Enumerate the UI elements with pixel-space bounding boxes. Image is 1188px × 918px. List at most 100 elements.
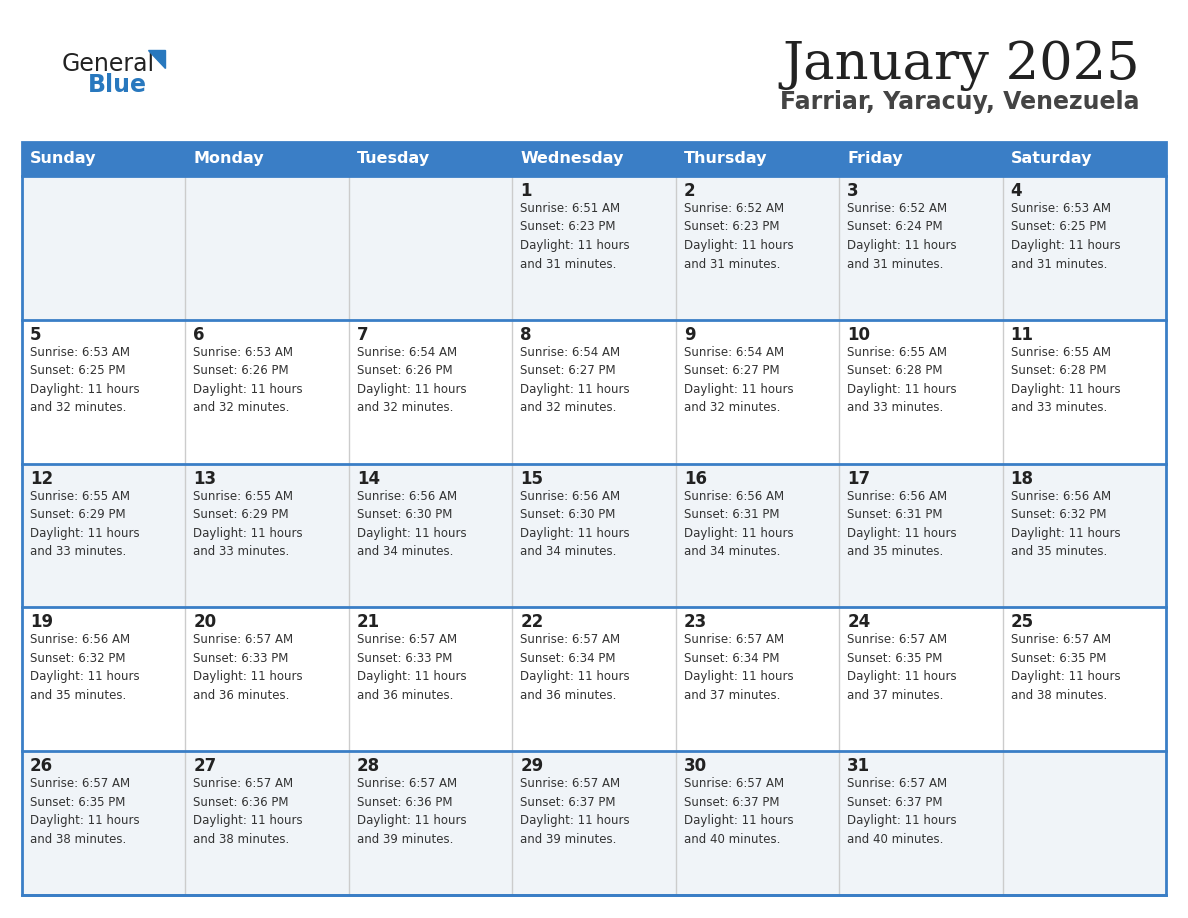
Text: Friday: Friday [847, 151, 903, 166]
Text: 16: 16 [684, 470, 707, 487]
Text: and 40 minutes.: and 40 minutes. [684, 833, 781, 845]
Text: and 37 minutes.: and 37 minutes. [847, 688, 943, 702]
Text: Sunrise: 6:57 AM: Sunrise: 6:57 AM [520, 633, 620, 646]
Text: and 37 minutes.: and 37 minutes. [684, 688, 781, 702]
Text: 9: 9 [684, 326, 695, 344]
Text: Farriar, Yaracuy, Venezuela: Farriar, Yaracuy, Venezuela [781, 90, 1140, 114]
Text: Blue: Blue [88, 73, 147, 97]
Text: 2: 2 [684, 182, 695, 200]
Text: and 33 minutes.: and 33 minutes. [1011, 401, 1107, 414]
Text: Sunrise: 6:57 AM: Sunrise: 6:57 AM [684, 778, 784, 790]
Text: and 33 minutes.: and 33 minutes. [194, 545, 290, 558]
Text: General: General [62, 52, 156, 76]
Text: Daylight: 11 hours: Daylight: 11 hours [847, 814, 956, 827]
Text: and 38 minutes.: and 38 minutes. [1011, 688, 1107, 702]
Text: and 36 minutes.: and 36 minutes. [356, 688, 454, 702]
Text: Sunset: 6:36 PM: Sunset: 6:36 PM [356, 796, 453, 809]
Text: Daylight: 11 hours: Daylight: 11 hours [684, 239, 794, 252]
Text: Sunrise: 6:52 AM: Sunrise: 6:52 AM [847, 202, 947, 215]
Text: 15: 15 [520, 470, 543, 487]
Text: Sunset: 6:23 PM: Sunset: 6:23 PM [520, 220, 615, 233]
Text: Sunrise: 6:56 AM: Sunrise: 6:56 AM [847, 489, 947, 502]
Text: and 33 minutes.: and 33 minutes. [847, 401, 943, 414]
Text: and 32 minutes.: and 32 minutes. [194, 401, 290, 414]
Text: Sunset: 6:27 PM: Sunset: 6:27 PM [684, 364, 779, 377]
Text: Sunrise: 6:57 AM: Sunrise: 6:57 AM [1011, 633, 1111, 646]
Text: Daylight: 11 hours: Daylight: 11 hours [847, 670, 956, 683]
Text: and 34 minutes.: and 34 minutes. [520, 545, 617, 558]
Text: Daylight: 11 hours: Daylight: 11 hours [520, 814, 630, 827]
Text: Sunset: 6:28 PM: Sunset: 6:28 PM [1011, 364, 1106, 377]
Text: Sunrise: 6:56 AM: Sunrise: 6:56 AM [356, 489, 457, 502]
Text: Daylight: 11 hours: Daylight: 11 hours [1011, 527, 1120, 540]
Text: Sunrise: 6:57 AM: Sunrise: 6:57 AM [356, 778, 457, 790]
Text: Sunrise: 6:55 AM: Sunrise: 6:55 AM [30, 489, 129, 502]
Text: Daylight: 11 hours: Daylight: 11 hours [356, 814, 467, 827]
Text: Daylight: 11 hours: Daylight: 11 hours [356, 670, 467, 683]
Text: Sunset: 6:36 PM: Sunset: 6:36 PM [194, 796, 289, 809]
Text: Sunday: Sunday [30, 151, 96, 166]
Text: Daylight: 11 hours: Daylight: 11 hours [520, 239, 630, 252]
Text: 23: 23 [684, 613, 707, 632]
Text: Sunrise: 6:56 AM: Sunrise: 6:56 AM [1011, 489, 1111, 502]
Text: Sunrise: 6:57 AM: Sunrise: 6:57 AM [847, 633, 947, 646]
Text: 28: 28 [356, 757, 380, 775]
Text: and 34 minutes.: and 34 minutes. [356, 545, 454, 558]
Text: Daylight: 11 hours: Daylight: 11 hours [30, 383, 140, 396]
Text: Sunset: 6:34 PM: Sunset: 6:34 PM [520, 652, 615, 665]
Text: Sunset: 6:26 PM: Sunset: 6:26 PM [194, 364, 289, 377]
Text: and 36 minutes.: and 36 minutes. [520, 688, 617, 702]
Text: 19: 19 [30, 613, 53, 632]
Text: Sunset: 6:25 PM: Sunset: 6:25 PM [1011, 220, 1106, 233]
Text: Sunrise: 6:57 AM: Sunrise: 6:57 AM [356, 633, 457, 646]
Text: Sunset: 6:26 PM: Sunset: 6:26 PM [356, 364, 453, 377]
Text: 27: 27 [194, 757, 216, 775]
Text: 24: 24 [847, 613, 871, 632]
Text: Daylight: 11 hours: Daylight: 11 hours [194, 814, 303, 827]
Text: Sunset: 6:32 PM: Sunset: 6:32 PM [1011, 508, 1106, 521]
Bar [23, 142, 1165, 176]
Text: Daylight: 11 hours: Daylight: 11 hours [356, 527, 467, 540]
Text: Sunset: 6:25 PM: Sunset: 6:25 PM [30, 364, 126, 377]
Text: Sunrise: 6:55 AM: Sunrise: 6:55 AM [1011, 346, 1111, 359]
Text: Sunset: 6:30 PM: Sunset: 6:30 PM [356, 508, 453, 521]
Text: Daylight: 11 hours: Daylight: 11 hours [1011, 239, 1120, 252]
Text: and 31 minutes.: and 31 minutes. [520, 258, 617, 271]
Text: and 33 minutes.: and 33 minutes. [30, 545, 126, 558]
Text: Sunrise: 6:53 AM: Sunrise: 6:53 AM [30, 346, 129, 359]
Text: Sunset: 6:27 PM: Sunset: 6:27 PM [520, 364, 615, 377]
Text: 25: 25 [1011, 613, 1034, 632]
Text: and 39 minutes.: and 39 minutes. [520, 833, 617, 845]
Text: 26: 26 [30, 757, 53, 775]
Bar [23, 319, 1165, 464]
Text: 11: 11 [1011, 326, 1034, 344]
Text: Sunrise: 6:57 AM: Sunrise: 6:57 AM [194, 778, 293, 790]
Text: and 32 minutes.: and 32 minutes. [684, 401, 781, 414]
Text: Daylight: 11 hours: Daylight: 11 hours [194, 670, 303, 683]
Text: 31: 31 [847, 757, 871, 775]
Text: Sunset: 6:31 PM: Sunset: 6:31 PM [847, 508, 942, 521]
Text: and 32 minutes.: and 32 minutes. [520, 401, 617, 414]
Text: Daylight: 11 hours: Daylight: 11 hours [847, 239, 956, 252]
Text: and 40 minutes.: and 40 minutes. [847, 833, 943, 845]
Text: Daylight: 11 hours: Daylight: 11 hours [194, 383, 303, 396]
Text: Daylight: 11 hours: Daylight: 11 hours [847, 383, 956, 396]
Text: Sunset: 6:33 PM: Sunset: 6:33 PM [194, 652, 289, 665]
Text: Daylight: 11 hours: Daylight: 11 hours [684, 383, 794, 396]
Text: Sunrise: 6:57 AM: Sunrise: 6:57 AM [30, 778, 131, 790]
Text: and 39 minutes.: and 39 minutes. [356, 833, 454, 845]
Text: Daylight: 11 hours: Daylight: 11 hours [30, 814, 140, 827]
Text: 22: 22 [520, 613, 544, 632]
Text: 7: 7 [356, 326, 368, 344]
Text: 8: 8 [520, 326, 532, 344]
Text: and 36 minutes.: and 36 minutes. [194, 688, 290, 702]
Text: and 38 minutes.: and 38 minutes. [194, 833, 290, 845]
Text: Sunrise: 6:53 AM: Sunrise: 6:53 AM [194, 346, 293, 359]
Text: 6: 6 [194, 326, 204, 344]
Text: Sunrise: 6:54 AM: Sunrise: 6:54 AM [520, 346, 620, 359]
Text: Wednesday: Wednesday [520, 151, 624, 166]
Text: Tuesday: Tuesday [356, 151, 430, 166]
Text: Sunrise: 6:53 AM: Sunrise: 6:53 AM [1011, 202, 1111, 215]
Text: Sunset: 6:34 PM: Sunset: 6:34 PM [684, 652, 779, 665]
Text: Sunrise: 6:57 AM: Sunrise: 6:57 AM [684, 633, 784, 646]
